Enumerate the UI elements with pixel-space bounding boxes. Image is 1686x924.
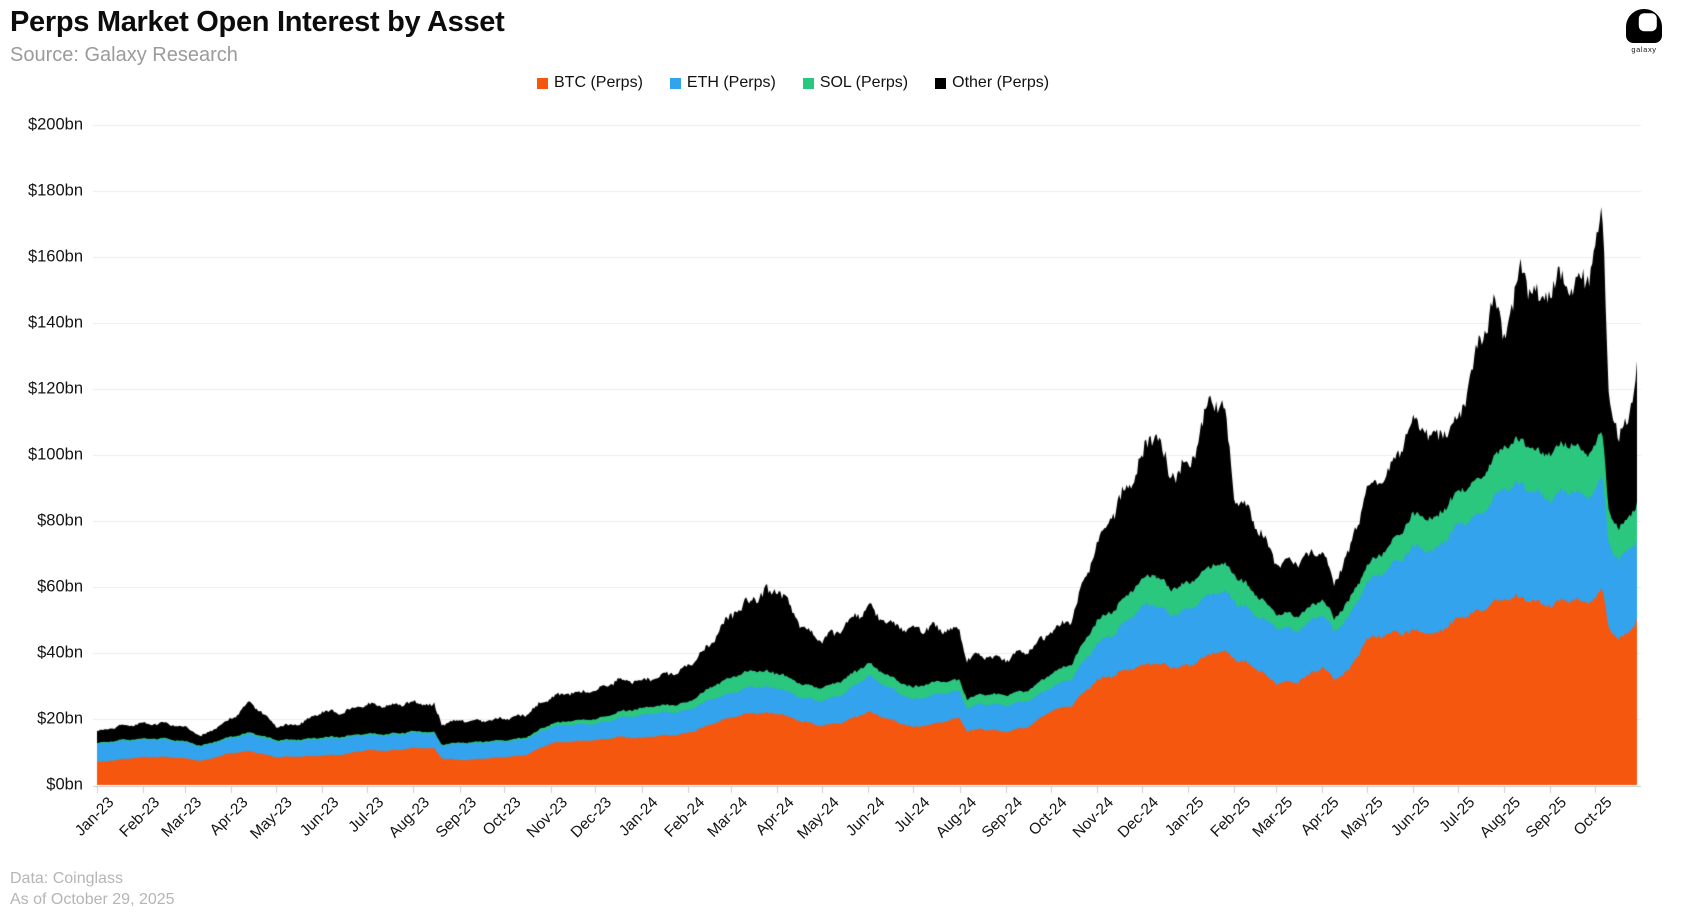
page-subtitle: Source: Galaxy Research	[10, 44, 238, 66]
y-axis-tick-label: $160bn	[27, 247, 83, 266]
y-axis-tick-label: $120bn	[27, 379, 83, 398]
legend-swatch	[669, 77, 681, 89]
footer-data-source: Data: Coinglass	[10, 870, 123, 887]
legend-item-sol: SOL (Perps)	[802, 74, 909, 92]
y-axis-tick-label: $20bn	[37, 709, 83, 728]
y-axis-tick-label: $200bn	[27, 115, 83, 134]
legend-item-btc: BTC (Perps)	[537, 74, 643, 92]
legend-swatch	[537, 77, 548, 89]
footer-as-of-date: As of October 29, 2025	[10, 891, 175, 908]
legend-item-other: Other (Perps)	[935, 74, 1049, 92]
y-axis-tick-label: $140bn	[27, 313, 83, 332]
legend-swatch	[935, 77, 947, 89]
y-axis-tick-label: $100bn	[27, 445, 83, 464]
galaxy-logo: galaxy	[1622, 8, 1666, 54]
y-axis-tick-label: $80bn	[37, 511, 83, 530]
y-axis-tick-label: $60bn	[37, 577, 83, 596]
legend-swatch	[802, 77, 814, 89]
y-axis-tick-label: $180bn	[27, 181, 83, 200]
legend-label: BTC (Perps)	[554, 74, 643, 91]
legend-item-eth: ETH (Perps)	[669, 74, 776, 92]
page-title: Perps Market Open Interest by Asset	[10, 6, 505, 38]
chart-legend: BTC (Perps) ETH (Perps) SOL (Perps) Other (…	[537, 74, 1049, 92]
chart-footer: Data: Coinglass As of October 29, 2025	[10, 868, 175, 910]
y-axis-tick-label: $0bn	[46, 775, 83, 794]
galaxy-helmet-icon	[1626, 8, 1662, 44]
galaxy-logo-text: galaxy	[1631, 45, 1657, 54]
legend-label: Other (Perps)	[952, 74, 1050, 91]
legend-label: SOL (Perps)	[819, 74, 909, 91]
legend-label: ETH (Perps)	[686, 74, 776, 91]
y-axis-tick-label: $40bn	[37, 643, 83, 662]
